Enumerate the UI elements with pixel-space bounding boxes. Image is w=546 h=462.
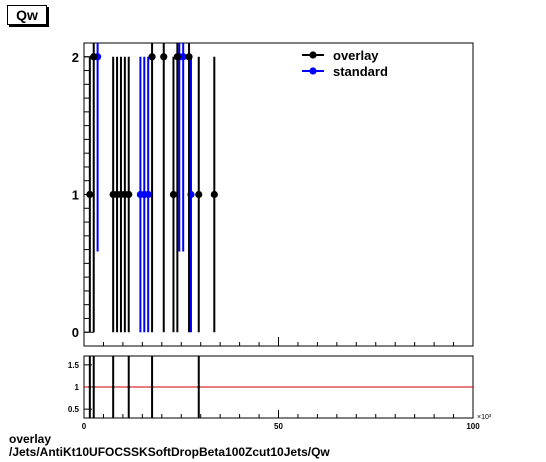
legend-label-standard: standard xyxy=(333,64,388,79)
ratio-y-tick-label: 1.5 xyxy=(68,361,80,370)
ratio-point xyxy=(127,385,130,389)
y-tick-label: 1 xyxy=(72,188,79,203)
overlay-point xyxy=(148,53,156,61)
ratio-x-tick-label: 0 xyxy=(82,422,87,431)
overlay-point xyxy=(169,190,178,199)
ratio-point xyxy=(111,385,115,389)
overlay-point xyxy=(125,190,133,199)
overlay-point xyxy=(86,190,94,199)
ratio-x-tick-label: 100 xyxy=(466,422,480,431)
main-axis-ticks: 0 1 2 xyxy=(72,42,474,347)
ratio-x-tick-label: 50 xyxy=(274,422,283,431)
x-axis-exponent-label: ×10³ xyxy=(477,414,492,421)
ratio-point xyxy=(197,385,200,389)
ratio-axis-ticks: 0.5 1 1.5 0 50 100×10³ xyxy=(68,361,492,431)
ratio-data-points xyxy=(84,356,473,418)
legend-marker-overlay xyxy=(309,51,317,59)
ratio-y-tick-label: 0.5 xyxy=(68,405,80,414)
ratio-y-tick-label: 1 xyxy=(75,383,80,392)
caption-line-2: /Jets/AntiKt10UFOCSSKSoftDropBeta100Zcut… xyxy=(9,445,330,459)
overlay-point xyxy=(173,53,181,61)
standard-point xyxy=(179,53,187,61)
ratio-point xyxy=(92,385,95,389)
overlay-point xyxy=(210,190,218,199)
standard-point xyxy=(144,190,152,199)
y-tick-label: 2 xyxy=(72,50,79,65)
overlay-point xyxy=(185,53,193,61)
overlay-point xyxy=(160,53,168,61)
ratio-point xyxy=(88,385,92,389)
overlay-point xyxy=(90,53,98,61)
caption-line-1: overlay xyxy=(9,432,52,446)
plot-title: Qw xyxy=(7,5,47,25)
legend-label-overlay: overlay xyxy=(333,48,379,63)
y-tick-label: 0 xyxy=(72,325,79,340)
main-data-points xyxy=(86,43,218,333)
overlay-point xyxy=(195,190,203,199)
legend-marker-standard xyxy=(309,67,317,75)
ratio-point xyxy=(150,385,154,389)
